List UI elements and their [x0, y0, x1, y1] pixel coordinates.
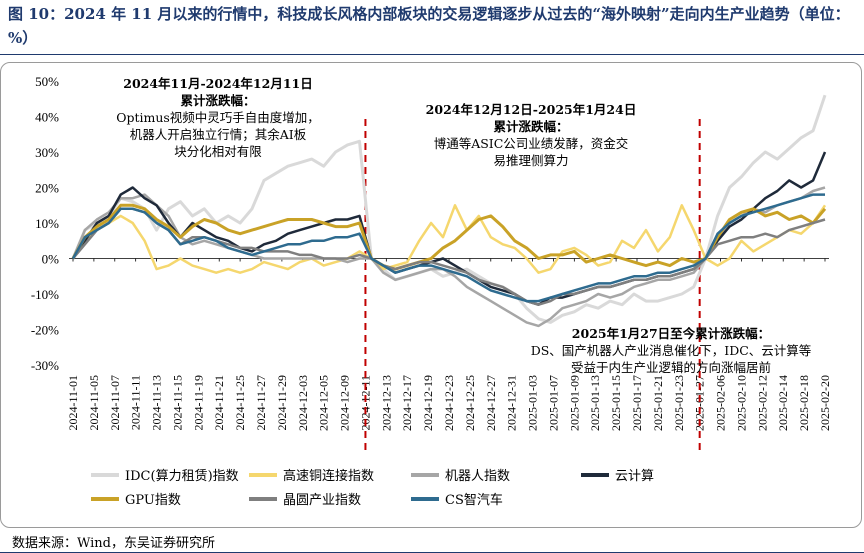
- x-tick-label: 2025-01-23: [672, 375, 686, 431]
- annotation-3-line-2: 受益于内生产业逻辑的方向涨幅居前: [570, 360, 771, 375]
- x-tick-label: 2025-01-15: [609, 375, 623, 431]
- x-tick-label: 2025-02-10: [734, 375, 748, 431]
- legend-label-cloud: 云计算: [615, 469, 654, 484]
- title-rule: [0, 54, 864, 55]
- series-line-idc: [71, 94, 827, 324]
- x-tick-label: 2024-12-11: [358, 375, 372, 431]
- y-tick-label: 20%: [35, 181, 59, 196]
- x-tick-label: 2024-11-27: [254, 375, 268, 431]
- x-tick-label: 2025-01-21: [651, 375, 665, 431]
- x-tick-label: 2025-02-18: [797, 375, 811, 431]
- annotation-1-line-1: Optimus视频中灵巧手自由度增加，: [116, 110, 320, 125]
- x-tick-label: 2024-12-27: [484, 375, 498, 431]
- series-line-hs: [71, 204, 827, 274]
- x-tick-label: 2025-01-03: [526, 375, 540, 431]
- x-tick-label: 2025-01-13: [588, 375, 602, 431]
- y-tick-label: 30%: [35, 145, 59, 160]
- legend-label-hs: 高速铜连接指数: [283, 468, 374, 484]
- series-line-wafer: [72, 207, 826, 306]
- x-tick-label: 2024-12-23: [442, 375, 456, 431]
- x-tick-label: 2025-02-12: [755, 375, 769, 431]
- x-tick-label: 2025-02-14: [776, 375, 790, 431]
- annotation-3-title: 2025年1月27日至今累计涨跌幅：: [571, 326, 771, 341]
- legend-label-gpu: GPU指数: [125, 493, 181, 508]
- x-tick-label: 2024-11-05: [87, 375, 101, 431]
- legend-label-idc: IDC(算力租赁)指数: [125, 469, 239, 484]
- y-tick-label: -10%: [31, 287, 59, 302]
- annotation-1-subtitle: 累计涨跌幅：: [180, 93, 256, 108]
- x-tick-label: 2024-12-05: [317, 375, 331, 431]
- x-tick-label: 2024-12-03: [296, 375, 310, 431]
- legend-label-cs: CS智汽车: [445, 492, 503, 508]
- annotation-1-line-2: 机器人开启独立行情；其余AI板: [129, 127, 307, 142]
- y-tick-label: 10%: [35, 216, 59, 231]
- y-tick-label: 0%: [42, 252, 60, 267]
- x-tick-label: 2025-02-06: [714, 375, 728, 431]
- x-tick-label: 2025-01-09: [567, 375, 581, 431]
- annotation-phase-1: 2024年11月-2024年12月11日 累计涨跌幅： Optimus视频中灵巧…: [93, 75, 343, 160]
- annotation-2-title: 2024年12月12日-2025年1月24日: [425, 102, 637, 117]
- x-tick-label: 2024-12-19: [421, 375, 435, 431]
- x-tick-label: 2024-11-29: [275, 375, 289, 431]
- x-tick-label: 2024-12-31: [505, 375, 519, 431]
- legend-label-wafer: 晶圆产业指数: [283, 493, 361, 508]
- x-tick-label: 2024-11-25: [233, 375, 247, 431]
- y-tick-label: 50%: [35, 74, 59, 89]
- annotation-1-title: 2024年11月-2024年12月11日: [123, 76, 313, 91]
- x-tick-label: 2024-11-15: [170, 375, 184, 431]
- x-tick-label: 2024-12-13: [379, 375, 393, 431]
- annotation-2-subtitle: 累计涨跌幅：: [493, 119, 569, 134]
- x-tick-label: 2024-11-11: [129, 375, 143, 430]
- x-tick-label: 2024-11-19: [191, 375, 205, 431]
- x-tick-label: 2025-01-07: [546, 375, 560, 431]
- figure-title: 图 10：2024 年 11 月以来的行情中，科技成长风格内部板块的交易逻辑逐步…: [8, 5, 850, 47]
- x-tick-label: 2024-11-01: [66, 375, 80, 431]
- series-line-robot: [71, 186, 826, 328]
- x-tick-label: 2024-11-21: [212, 375, 226, 431]
- annotation-3-line-1: DS、国产机器人产业消息催化下，IDC、云计算等: [530, 343, 812, 358]
- series-line-gpu: [71, 203, 827, 271]
- line-chart: 50% 40% 30% 20% 10% 0% -10% -20% -30% 2024-11-01 2…: [31, 74, 832, 508]
- annotation-phase-2: 2024年12月12日-2025年1月24日 累计涨跌幅： 博通等ASIC公司业…: [411, 101, 651, 169]
- series-line-cloud: [71, 151, 827, 306]
- x-tick-label: 2025-01-17: [630, 375, 644, 431]
- x-tick-label: 2024-12-17: [400, 375, 414, 431]
- x-tick-label: 2025-01-27: [693, 375, 707, 431]
- annotation-2-line-1: 博通等ASIC公司业绩发酵，资金交: [433, 136, 629, 151]
- data-source: 数据来源：Wind，东吴证券研究所: [12, 536, 215, 551]
- annotation-2-line-2: 易推理侧算力: [493, 153, 569, 168]
- annotation-phase-3: 2025年1月27日至今累计涨跌幅： DS、国产机器人产业消息催化下，IDC、云…: [491, 325, 851, 376]
- y-tick-label: 40%: [35, 110, 59, 125]
- y-tick-label: -30%: [31, 358, 59, 373]
- x-tick-label: 2024-11-13: [150, 375, 164, 431]
- x-tick-label: 2024-11-07: [108, 375, 122, 431]
- x-tick-label: 2025-02-20: [818, 375, 832, 431]
- legend-label-robot: 机器人指数: [445, 469, 510, 484]
- x-tick-label: 2024-12-25: [463, 375, 477, 431]
- series-line-cs: [71, 193, 825, 303]
- x-tick-label: 2024-12-09: [338, 375, 352, 431]
- chart-frame: 50% 40% 30% 20% 10% 0% -10% -20% -30% 2024-11-01 2…: [0, 62, 862, 528]
- y-tick-label: -20%: [31, 323, 59, 338]
- annotation-1-line-3: 块分化相对有限: [174, 144, 262, 159]
